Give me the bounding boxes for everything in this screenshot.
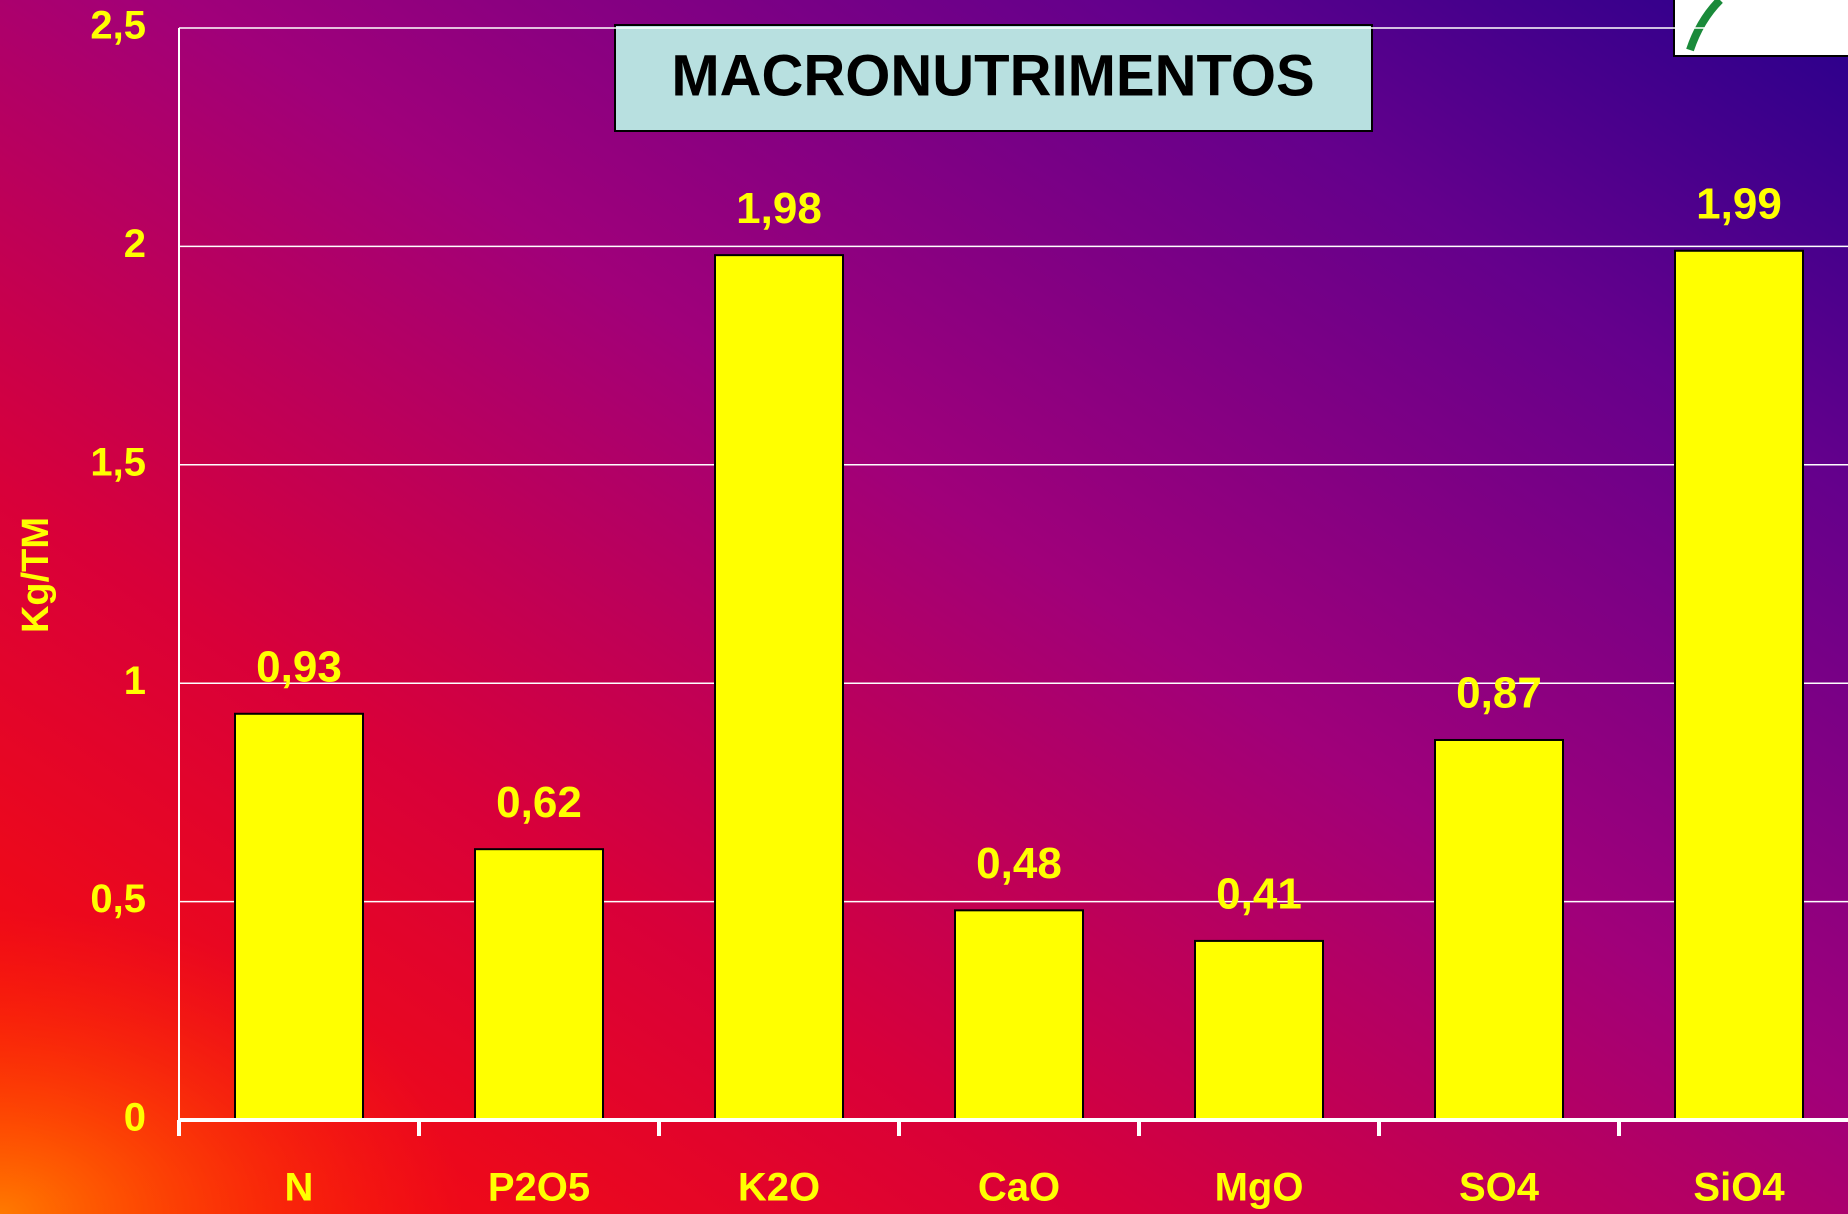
value-label: 0,93	[256, 642, 342, 691]
y-tick-label: 0	[124, 1096, 146, 1140]
value-label: 1,98	[736, 184, 822, 233]
bar	[1674, 249, 1804, 1121]
y-tick-label: 1,5	[90, 440, 146, 484]
value-label: 1,99	[1696, 179, 1782, 228]
logo-leaf	[1686, 0, 1723, 52]
title-box	[614, 24, 1373, 132]
y-tick-label: 2,5	[90, 4, 146, 48]
bar	[714, 254, 844, 1122]
x-tick-label: SO4	[1459, 1166, 1540, 1210]
x-tick-label: N	[285, 1166, 314, 1210]
x-tick-label: SiO4	[1693, 1166, 1785, 1210]
x-tick-label: MgO	[1215, 1166, 1304, 1210]
x-tick-label: K2O	[738, 1166, 820, 1210]
value-label: 0,87	[1456, 669, 1542, 718]
bar	[954, 909, 1084, 1121]
bar	[474, 848, 604, 1122]
value-label: 0,62	[496, 778, 582, 827]
y-tick-label: 1	[124, 659, 146, 703]
bar	[234, 712, 364, 1121]
y-tick-label: 2	[124, 222, 146, 266]
value-label: 0,48	[976, 839, 1062, 888]
y-axis-label: Kg/TM	[15, 517, 57, 633]
chart-title: MACRONUTRIMENTOS	[671, 43, 1314, 108]
x-tick-label: P2O5	[488, 1166, 590, 1210]
value-label: 0,41	[1216, 870, 1302, 919]
bar	[1194, 939, 1324, 1121]
y-tick-label: 0,5	[90, 877, 146, 921]
x-tick-label: CaO	[978, 1166, 1060, 1210]
bar	[1434, 738, 1564, 1121]
